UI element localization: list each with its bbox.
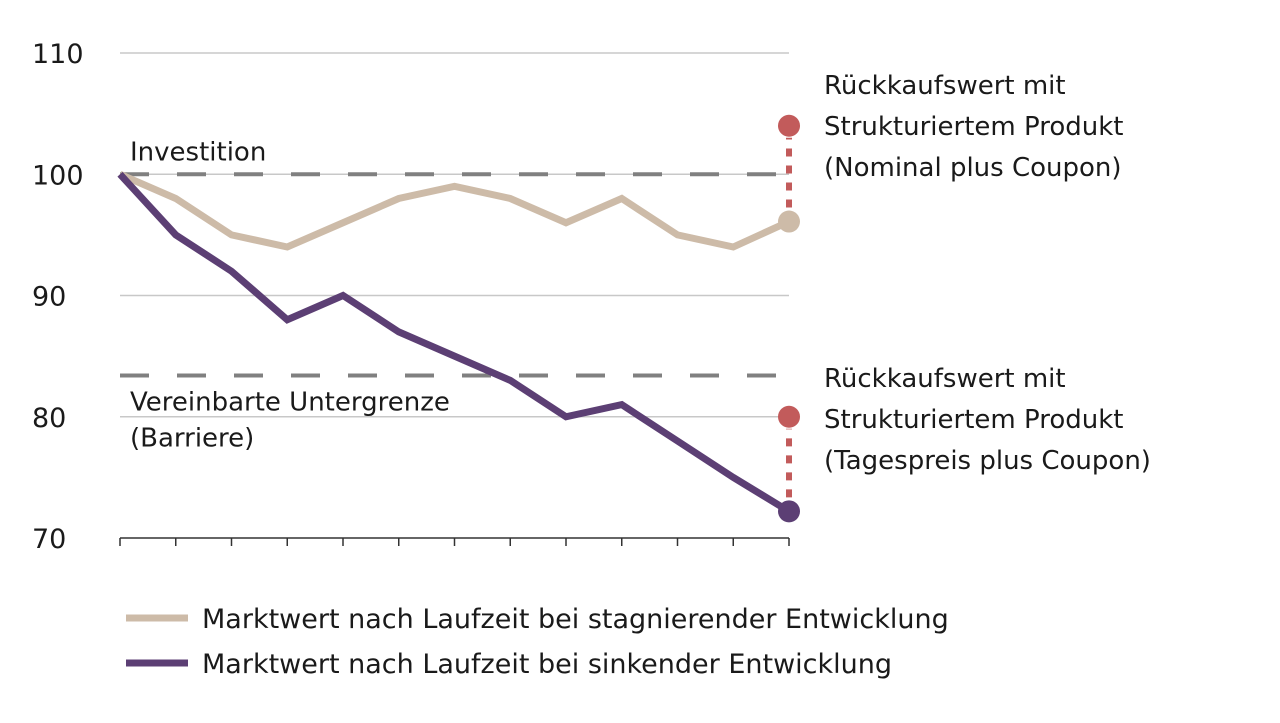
marker-label: Rückkaufswert mit <box>824 364 1066 394</box>
y-axis: 70 80 90 100 110 <box>32 39 84 555</box>
series-line <box>118 171 791 251</box>
legend: Marktwert nach Laufzeit bei stagnierende… <box>126 604 949 680</box>
reference-label: (Barriere) <box>130 424 254 454</box>
markers: Rückkaufswert mit Strukturiertem Produkt (… <box>778 71 1151 498</box>
series <box>117 171 800 523</box>
grid <box>120 52 789 418</box>
x-axis <box>119 537 790 546</box>
marker-label: (Nominal plus Coupon) <box>824 153 1122 183</box>
legend-label: Marktwert nach Laufzeit bei stagnierende… <box>202 604 949 635</box>
y-tick-label: 80 <box>32 403 66 434</box>
series-end-point <box>778 210 800 233</box>
series-line <box>117 171 791 515</box>
marker-label: (Tagespreis plus Coupon) <box>824 446 1151 476</box>
marker-point <box>778 405 800 428</box>
y-tick-label: 110 <box>32 39 84 70</box>
marker-label: Strukturiertem Produkt <box>824 405 1123 435</box>
y-tick-label: 100 <box>32 160 84 191</box>
reference-lines: Investition Vereinbarte Untergrenze (Barri… <box>120 137 789 454</box>
legend-label: Marktwert nach Laufzeit bei sinkender En… <box>202 649 892 680</box>
marker-label: Rückkaufswert mit <box>824 71 1066 101</box>
marker-label: Strukturiertem Produkt <box>824 112 1123 142</box>
marker-point <box>778 114 800 137</box>
reference-label: Vereinbarte Untergrenze <box>130 388 450 418</box>
series-end-point <box>778 500 800 523</box>
y-tick-label: 70 <box>32 524 66 555</box>
reference-label: Investition <box>130 137 266 167</box>
y-tick-label: 90 <box>32 282 66 313</box>
